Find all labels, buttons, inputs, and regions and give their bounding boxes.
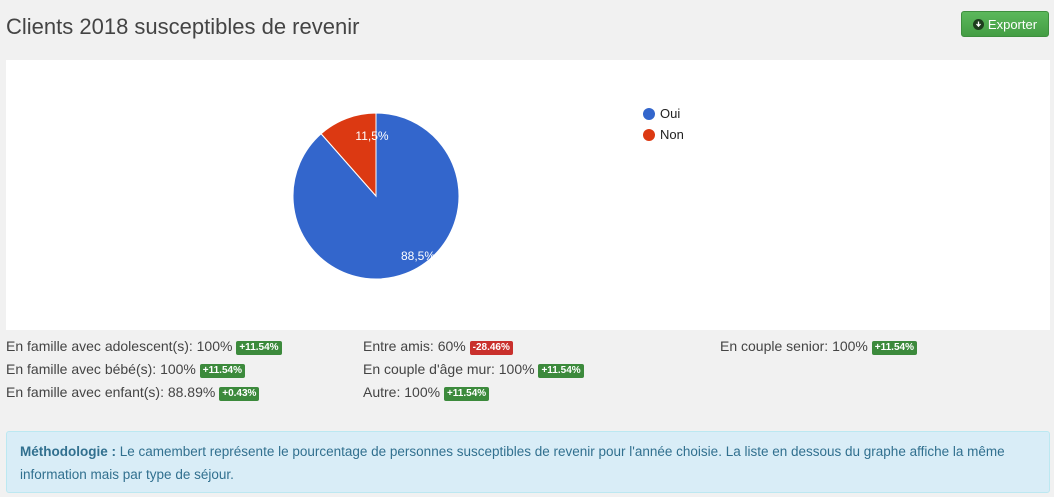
- stats-column-2: Entre amis: 60% -28.46% En couple d'âge …: [363, 336, 584, 405]
- stat-badge: -28.46%: [469, 341, 513, 355]
- stats-column-1: En famille avec adolescent(s): 100% +11.…: [6, 336, 282, 405]
- methodology-note: Méthodologie : Le camembert représente l…: [6, 431, 1050, 493]
- stats-list: En famille avec adolescent(s): 100% +11.…: [6, 336, 1050, 406]
- export-button[interactable]: Exporter: [961, 11, 1049, 37]
- methodology-heading: Méthodologie :: [20, 444, 116, 459]
- legend-label[interactable]: Non: [660, 127, 684, 142]
- stat-label: En couple senior: 100%: [720, 338, 868, 354]
- page-title: Clients 2018 susceptibles de revenir: [6, 14, 360, 39]
- pie-slice-label: 88,5%: [401, 249, 435, 263]
- legend-label[interactable]: Oui: [660, 106, 680, 121]
- stat-badge: +11.54%: [538, 364, 584, 378]
- stats-column-3: En couple senior: 100% +11.54%: [720, 336, 917, 359]
- stat-label: En couple d'âge mur: 100%: [363, 361, 535, 377]
- stat-badge: +11.54%: [443, 387, 490, 401]
- pie-chart: 88,5% 11,5% Oui Non: [292, 106, 684, 280]
- stat-label: En famille avec enfant(s): 88.89%: [6, 384, 216, 400]
- legend-marker: [643, 108, 655, 120]
- pie-slice-non[interactable]: [320, 112, 377, 198]
- stat-badge: +11.54%: [236, 341, 282, 355]
- pie-chart-panel: 88,5% 11,5% Oui Non: [6, 60, 1050, 330]
- stat-label: Autre: 100%: [363, 384, 441, 400]
- stat-badge: +11.54%: [199, 364, 245, 378]
- stat-line: En couple senior: 100% +11.54%: [720, 336, 917, 359]
- stat-badge: +0.43%: [219, 387, 260, 401]
- stat-line: En couple d'âge mur: 100% +11.54%: [363, 359, 584, 382]
- pie-slice-label: 11,5%: [355, 129, 388, 143]
- download-icon: [972, 18, 984, 30]
- stat-badge: +11.54%: [871, 341, 917, 355]
- export-label: Exporter: [987, 16, 1038, 32]
- stat-label: En famille avec bébé(s): 100%: [6, 361, 196, 377]
- stat-line: Autre: 100% +11.54%: [363, 382, 584, 405]
- stat-line: Entre amis: 60% -28.46%: [363, 336, 584, 359]
- legend-marker: [643, 129, 655, 141]
- stat-label: En famille avec adolescent(s): 100%: [6, 338, 233, 354]
- stat-line: En famille avec adolescent(s): 100% +11.…: [6, 336, 282, 359]
- stat-label: Entre amis: 60%: [363, 338, 466, 354]
- stat-line: En famille avec bébé(s): 100% +11.54%: [6, 359, 282, 382]
- methodology-text: Le camembert représente le pourcentage d…: [20, 444, 1005, 482]
- stat-line: En famille avec enfant(s): 88.89% +0.43%: [6, 382, 282, 405]
